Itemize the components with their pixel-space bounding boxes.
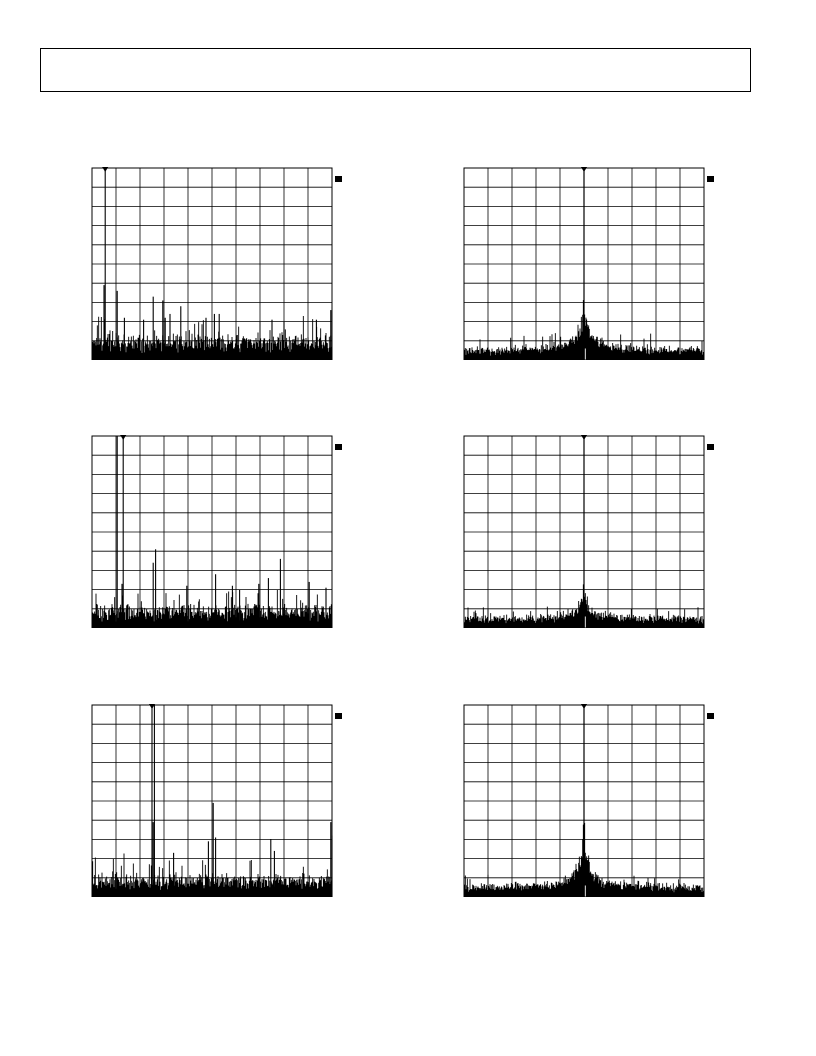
plot-grid: [92, 436, 332, 628]
plot-grid: [92, 168, 332, 360]
spectrum-plot-1-svg: [91, 167, 342, 360]
spectrum-plot-5-svg: [91, 704, 342, 897]
reference-marker-box: [707, 176, 714, 182]
marker-triangle: [102, 167, 109, 172]
reference-marker-box: [335, 444, 342, 450]
spectrum-plot-3-svg: [91, 435, 342, 628]
page-header-box: [40, 48, 751, 92]
reference-marker-box: [707, 444, 714, 450]
reference-marker-box: [335, 176, 342, 182]
plot-frame: [91, 704, 333, 897]
reference-marker-box: [335, 713, 342, 719]
marker-triangle: [581, 167, 587, 172]
spectrum-plot-4-svg: [463, 435, 714, 628]
spectrum-plot-2: [454, 160, 714, 360]
plot-frame: [91, 435, 333, 628]
marker-triangle: [120, 435, 127, 440]
plot-grid: [92, 705, 332, 897]
marker-triangle: [581, 704, 587, 709]
reference-marker-box: [707, 713, 714, 719]
spectrum-plot-1: [82, 160, 342, 360]
spectrum-plot-2-svg: [463, 167, 714, 360]
spectrum-plot-4: [454, 428, 714, 628]
plot-frame: [91, 167, 333, 360]
marker-triangle: [581, 435, 587, 440]
spectrum-plot-6: [454, 697, 714, 897]
spectrum-plot-6-svg: [463, 704, 714, 897]
spectrum-plot-3: [82, 428, 342, 628]
spectrum-plot-5: [82, 697, 342, 897]
marker-triangle: [149, 704, 155, 709]
